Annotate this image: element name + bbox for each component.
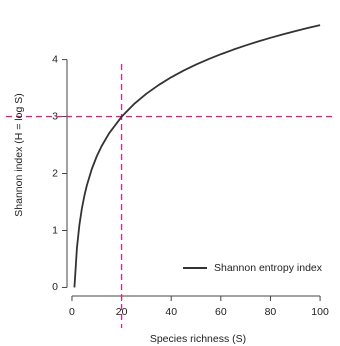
x-axis-label: Species richness (S) bbox=[150, 333, 246, 345]
y-axis-label: Shannon index (H = log S) bbox=[13, 93, 25, 216]
y-tick-label: 2 bbox=[52, 167, 58, 179]
x-tick-label: 100 bbox=[311, 306, 329, 318]
x-tick-label: 60 bbox=[215, 306, 227, 318]
plot-area: 0 1 2 3 4 0 20 40 60 80 100 Shannon entropy index… bbox=[6, 24, 334, 345]
legend: Shannon entropy index bbox=[183, 262, 323, 274]
reference-lines bbox=[6, 64, 334, 328]
y-axis-ticks: 0 1 2 3 4 bbox=[52, 53, 67, 293]
series-line bbox=[73, 24, 321, 288]
y-tick-label: 1 bbox=[52, 224, 58, 236]
y-tick-label: 3 bbox=[52, 110, 58, 122]
y-tick-label: 0 bbox=[52, 281, 58, 293]
legend-label: Shannon entropy index bbox=[214, 262, 323, 274]
x-tick-label: 80 bbox=[265, 306, 277, 318]
x-axis-ticks: 0 20 40 60 80 100 bbox=[69, 296, 329, 318]
y-tick-label: 4 bbox=[52, 53, 58, 65]
series-layer bbox=[73, 24, 321, 288]
x-tick-label: 0 bbox=[69, 306, 75, 318]
x-tick-label: 40 bbox=[165, 306, 177, 318]
x-tick-label: 20 bbox=[116, 306, 128, 318]
